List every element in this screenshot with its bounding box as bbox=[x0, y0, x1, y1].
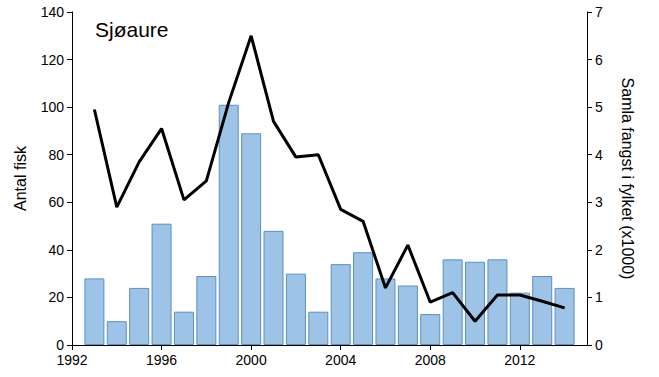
svg-text:6: 6 bbox=[595, 52, 603, 68]
svg-text:140: 140 bbox=[41, 4, 65, 20]
svg-text:2012: 2012 bbox=[504, 352, 535, 368]
svg-text:Samla fangst i fylket (x1000): Samla fangst i fylket (x1000) bbox=[619, 78, 636, 280]
svg-text:0: 0 bbox=[56, 337, 64, 353]
svg-text:Sjøaure: Sjøaure bbox=[95, 18, 169, 41]
svg-text:40: 40 bbox=[48, 242, 64, 258]
svg-text:Antal fisk: Antal fisk bbox=[12, 145, 29, 211]
svg-text:2004: 2004 bbox=[325, 352, 356, 368]
svg-text:5: 5 bbox=[595, 99, 603, 115]
svg-text:3: 3 bbox=[595, 194, 603, 210]
svg-text:60: 60 bbox=[48, 194, 64, 210]
svg-text:120: 120 bbox=[41, 52, 65, 68]
svg-text:4: 4 bbox=[595, 147, 603, 163]
svg-text:20: 20 bbox=[48, 289, 64, 305]
svg-text:0: 0 bbox=[595, 337, 603, 353]
svg-text:1: 1 bbox=[595, 289, 603, 305]
svg-text:80: 80 bbox=[48, 147, 64, 163]
svg-text:2000: 2000 bbox=[236, 352, 267, 368]
svg-text:2: 2 bbox=[595, 242, 603, 258]
svg-text:1996: 1996 bbox=[146, 352, 177, 368]
svg-text:100: 100 bbox=[41, 99, 65, 115]
svg-text:7: 7 bbox=[595, 4, 603, 20]
svg-text:1992: 1992 bbox=[56, 352, 87, 368]
svg-text:2008: 2008 bbox=[415, 352, 446, 368]
